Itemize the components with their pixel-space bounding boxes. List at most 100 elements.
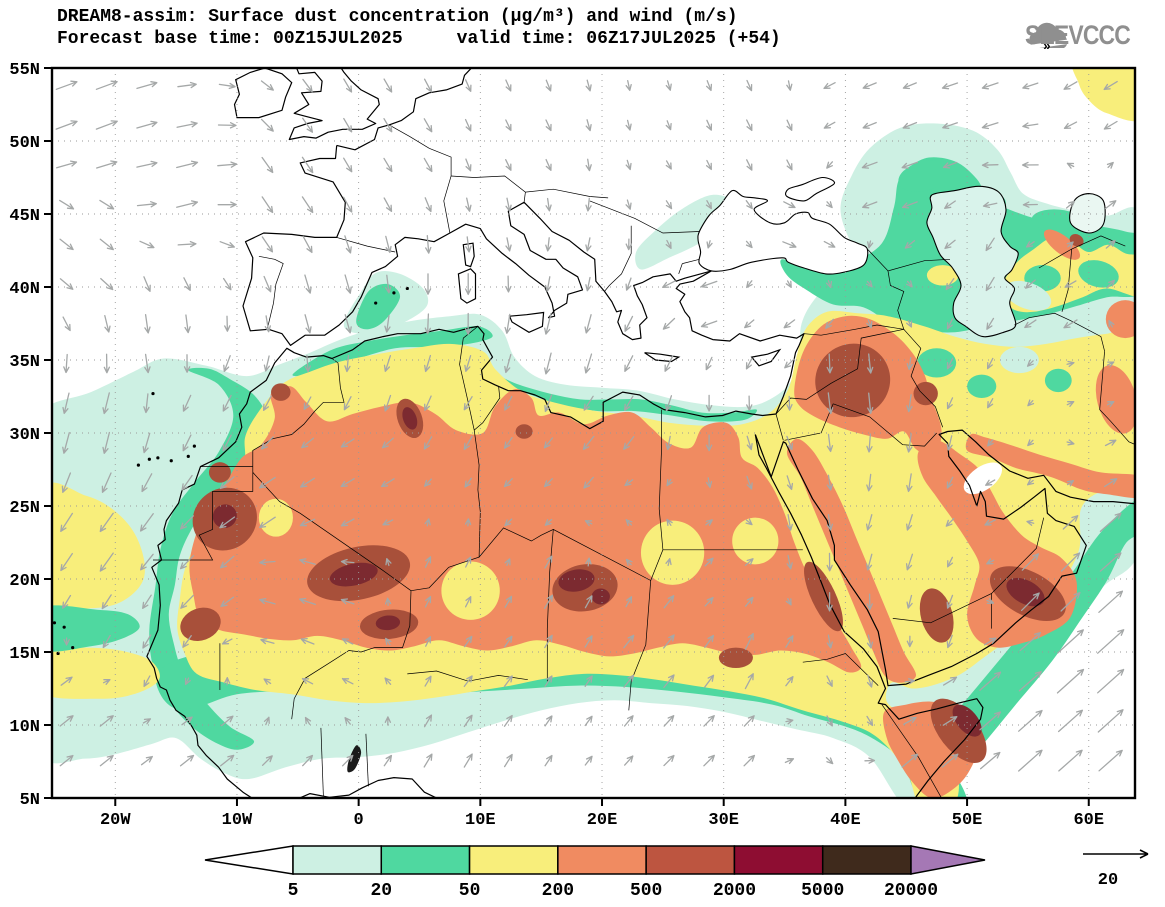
dust-region [917,348,957,378]
island-outline [233,68,293,119]
dust-region [919,588,954,643]
seevccc-logo: » SEEVCCC [1025,20,1149,54]
country-border [388,124,452,234]
coastline [754,434,984,798]
country-border [478,527,651,581]
dust-region [189,385,862,673]
dust-region [963,462,1003,495]
lat-tick-label: 40N [9,280,40,299]
dust-region [1006,577,1045,607]
coastline [242,145,712,346]
colorbar-left-arrow [204,845,294,875]
country-border [1014,312,1105,352]
colorbar-legend: 5 20 50 200 500 2000 5000 20000 [204,845,986,901]
island-outline [750,348,782,367]
small-island [186,454,190,458]
dust-region [180,607,221,641]
country-border [546,529,554,682]
dust-region [930,698,987,764]
small-island [169,459,173,463]
island-outline [462,242,475,268]
country-border [892,593,992,629]
colorbar-segment [292,845,383,875]
chart-header: DREAM8-assim: Surface dust concentration… [57,6,781,50]
lon-tick-label: 10W [222,811,253,830]
country-border [628,580,652,711]
dust-region [965,433,1135,499]
wind-ref-label: 20 [1098,871,1118,890]
country-border [291,590,412,720]
seevccc-logo-text: SEEVCCC [1025,20,1131,50]
dust-region [1105,300,1135,339]
dust-region [952,704,982,737]
dust-region [52,605,140,652]
water-body [697,189,869,275]
country-border [650,409,664,581]
dust-region [926,265,959,286]
dust-region [52,482,145,615]
lat-tick-label: 25N [9,499,40,518]
dust-concentration-field [52,68,1135,798]
lat-tick-label: 35N [9,353,40,372]
dust-region [329,562,378,587]
colorbar-segment [821,845,912,875]
dust-region [271,383,291,401]
dust-region [494,374,757,422]
lon-tick-label: 10E [465,811,496,830]
country-border [682,258,700,264]
dust-region [718,647,753,669]
lat-tick-label: 30N [9,426,40,445]
dust-region [804,561,843,632]
colorbar-label: 2000 [713,881,756,901]
country-border [365,733,369,787]
lon-tick-label: 20W [100,811,131,830]
country-border [903,329,944,428]
dust-region [1043,229,1081,260]
dust-region [149,367,267,750]
svg-text:»: » [1043,39,1051,54]
dust-region [1072,68,1135,122]
dust-region [402,407,418,430]
island-outline [508,311,545,333]
island-outline [644,352,681,363]
colorbar-segment [557,845,647,875]
small-island [151,391,155,396]
small-island [52,621,57,625]
dust-region [356,283,401,330]
dust-region [441,561,500,620]
country-border [153,466,254,561]
country-border [1099,351,1135,445]
water-body [785,176,835,202]
water-body [926,185,1019,338]
chart-subtitle: Forecast base time: 00Z15JUL2025 valid t… [57,29,781,49]
dust-region [913,381,938,406]
dust-region [1078,260,1119,288]
dust-region [591,588,610,605]
country-border [252,472,412,591]
country-border [589,200,700,234]
map-gridlines [52,68,1135,798]
lat-tick-label: 15N [9,645,40,664]
country-border [678,263,683,275]
colorbar-label: 200 [542,881,574,901]
wind-field-arrows [55,78,1125,772]
dust-region [515,424,533,439]
water-body [1069,193,1106,234]
colorbar-label: 5 [288,881,299,901]
country-border [775,413,784,441]
lake [347,745,362,773]
lon-tick-label: 40E [830,811,861,830]
small-island [156,456,160,460]
country-border [473,386,501,431]
lat-tick-label: 50N [9,134,40,153]
country-border [523,192,526,203]
small-island [192,444,196,448]
chart-title: DREAM8-assim: Surface dust concentration… [57,7,738,27]
lat-tick-label: 45N [9,207,40,226]
lon-tick-label: 0 [354,811,364,830]
colorbar-label: 50 [459,881,481,901]
colorbar-label: 5000 [801,881,844,901]
coastline [298,777,438,798]
